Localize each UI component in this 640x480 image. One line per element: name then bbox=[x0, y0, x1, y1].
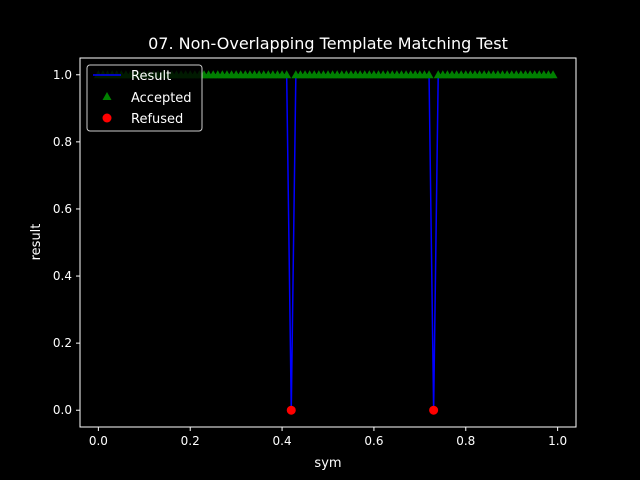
legend: Result Accepted Refused bbox=[86, 64, 203, 132]
x-tick-label: 0.0 bbox=[89, 434, 108, 448]
legend-triangle-marker bbox=[102, 92, 112, 100]
refused-point bbox=[286, 405, 296, 415]
legend-entry-result: Result bbox=[93, 69, 171, 84]
legend-entry-accepted: Accepted bbox=[102, 91, 192, 106]
y-axis-ticks: 0.0 0.2 0.4 0.6 0.8 1.0 bbox=[53, 68, 80, 417]
legend-label-accepted: Accepted bbox=[131, 91, 192, 106]
legend-label-refused: Refused bbox=[131, 112, 183, 127]
accepted-point bbox=[548, 70, 558, 79]
x-axis-label: sym bbox=[314, 456, 341, 471]
x-tick-label: 0.4 bbox=[273, 434, 292, 448]
y-tick-label: 0.2 bbox=[53, 336, 72, 350]
x-tick-label: 0.8 bbox=[456, 434, 475, 448]
legend-entry-refused: Refused bbox=[102, 112, 183, 127]
refused-point bbox=[429, 405, 439, 415]
chart-title: 07. Non-Overlapping Template Matching Te… bbox=[148, 34, 508, 53]
y-tick-label: 0.4 bbox=[53, 269, 72, 283]
y-axis-label: result bbox=[29, 224, 44, 261]
x-axis-ticks: 0.0 0.2 0.4 0.6 0.8 1.0 bbox=[89, 427, 567, 448]
axes-frame bbox=[79, 57, 577, 428]
x-tick-label: 0.2 bbox=[181, 434, 200, 448]
y-tick-label: 0.6 bbox=[53, 202, 72, 216]
accepted-point bbox=[282, 70, 292, 79]
accepted-point bbox=[424, 70, 434, 79]
legend-box bbox=[86, 64, 203, 132]
y-tick-label: 1.0 bbox=[53, 68, 72, 82]
x-tick-label: 1.0 bbox=[548, 434, 567, 448]
x-tick-label: 0.6 bbox=[364, 434, 383, 448]
legend-circle-marker bbox=[102, 113, 112, 123]
legend-label-result: Result bbox=[131, 69, 171, 84]
y-tick-label: 0.8 bbox=[53, 135, 72, 149]
y-tick-label: 0.0 bbox=[53, 403, 72, 417]
